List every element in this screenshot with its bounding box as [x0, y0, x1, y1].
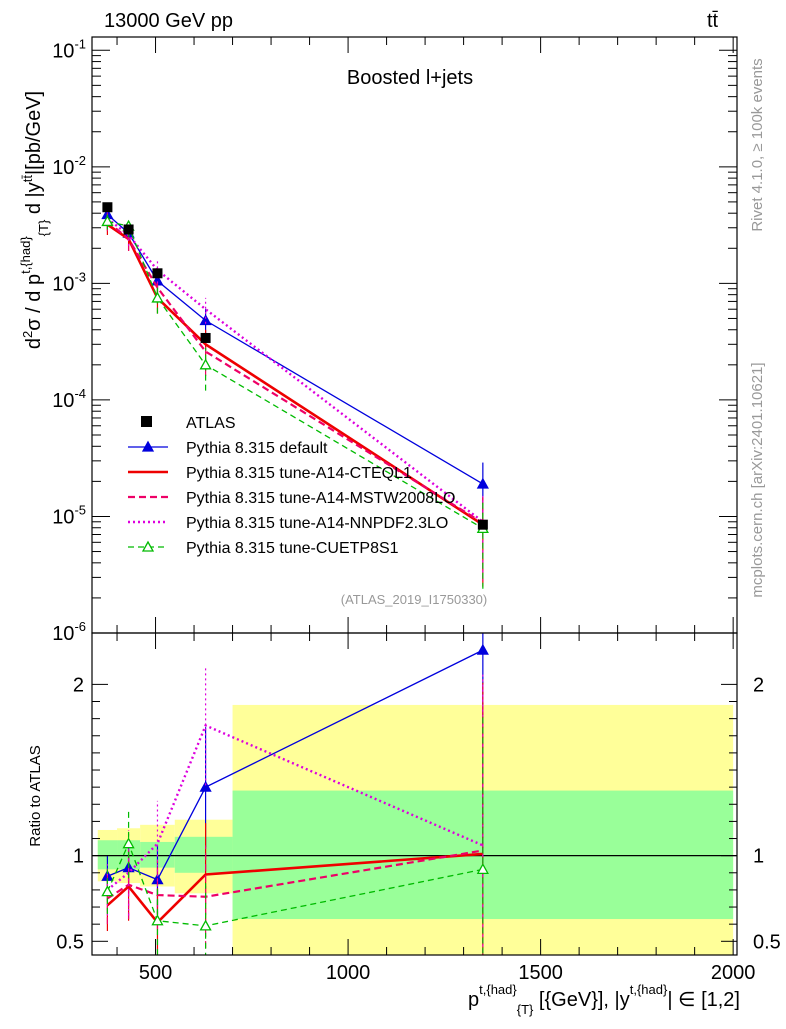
uncertainty-band-inner: [97, 840, 118, 870]
main-ylabel-units: |[pb/GeV]: [23, 91, 45, 175]
xlabel-units: [{GeV}], |y: [533, 989, 629, 1011]
ratio-point-cuetp8s1: [122, 837, 135, 849]
legend-marker-cuetp8s1: [141, 540, 155, 552]
ratio-point-default: [476, 643, 489, 655]
point-atlas: [477, 519, 488, 530]
main-ylabel: d2σ / d pt,{had}{T} d |ytt̄|[pb/GeV]: [18, 91, 51, 349]
main-ylabel-d2sigma: d: [23, 338, 45, 349]
point-atlas: [102, 202, 113, 213]
main-ylabel-sup-2: 2: [20, 331, 35, 338]
point-cuetp8s1: [101, 215, 114, 227]
point-cuetp8s1: [151, 291, 164, 303]
xlabel-sup-had: t,{had}: [479, 982, 517, 997]
xlabel-p: p: [468, 989, 479, 1011]
ratio-ytick-label: 1: [73, 846, 84, 868]
legend-label-cteql1: Pythia 8.315 tune-A14-CTEQL1: [186, 465, 412, 482]
point-atlas: [200, 332, 211, 343]
legend-label-nnpdf: Pythia 8.315 tune-A14-NNPDF2.3LO: [186, 515, 448, 532]
main-ytick-label: 10-6: [52, 619, 86, 645]
ratio-frame: [91, 632, 738, 956]
ratio-xlabel: pt,{had}{T} [{GeV}], |yt,{had}| ∈ [1,2]: [468, 982, 740, 1017]
main-ytick-label: 10-2: [52, 153, 86, 179]
main-ytick-exp: -4: [74, 386, 86, 401]
main-ylabel-sup-tt: tt̄: [20, 175, 35, 183]
main-ytick-base: 10: [52, 273, 74, 295]
point-default: [199, 314, 212, 326]
ratio-ylabel: Ratio to ATLAS: [27, 745, 44, 846]
uncertainty-band-inner: [174, 836, 233, 873]
main-ytick-label: 10-5: [52, 502, 86, 528]
energy-label: 13000 GeV pp: [104, 10, 233, 32]
main-ytick-label: 10-3: [52, 269, 86, 295]
ratio-line-nnpdf: [106, 723, 484, 891]
ratio-point-cuetp8s1: [101, 885, 114, 897]
main-ytick-base: 10: [52, 40, 74, 62]
legend-marker-atlas: [141, 416, 152, 427]
ratio-ytick-label: 0.5: [56, 931, 84, 953]
main-ytick-exp: -3: [74, 269, 86, 284]
legend-label-cuetp8s1: Pythia 8.315 tune-CUETP8S1: [186, 540, 399, 557]
main-ylabel-dy: d |y: [23, 182, 45, 219]
main-ytick-base: 10: [52, 506, 74, 528]
legend-label-mstw: Pythia 8.315 tune-A14-MSTW2008LO: [186, 490, 455, 507]
analysis-id: (ATLAS_2019_I1750330): [341, 592, 487, 607]
ratio-ytick-label-right: 2: [753, 674, 764, 696]
main-ytick-label: 10-4: [52, 386, 86, 412]
xlabel-sup-had2: t,{had}: [630, 982, 668, 997]
main-ytick-base: 10: [52, 623, 74, 645]
xlabel-range: | ∈ [1,2]: [667, 989, 740, 1011]
point-default: [476, 477, 489, 489]
main-panel: 10-610-510-410-310-210-1: [52, 36, 738, 645]
ratio-content: [92, 633, 737, 955]
main-ylabel-sigma: σ / d p: [23, 274, 45, 331]
series-line-nnpdf: [106, 217, 484, 523]
series-line-cuetp8s1: [107, 220, 484, 529]
ratio-ytick-label: 2: [73, 674, 84, 696]
ratio-xtick-label: 2000: [711, 962, 756, 984]
ratio-point-cuetp8s1: [199, 919, 212, 931]
legend-marker-default: [141, 440, 155, 452]
mcplots-credit: mcplots.cern.ch [arXiv:2401.10621]: [749, 362, 766, 597]
main-ytick-label: 10-1: [52, 36, 86, 62]
ratio-xtick-label: 1000: [326, 962, 371, 984]
point-atlas: [123, 224, 134, 235]
main-ytick-exp: -1: [74, 36, 86, 51]
point-atlas: [152, 268, 163, 279]
ratio-point-default: [199, 780, 212, 792]
legend-label-atlas: ATLAS: [186, 415, 236, 432]
ratio-panel: 0.5 0.5 1 1 2 2 500 1000 1500 2000: [56, 632, 781, 984]
main-ytick-exp: -6: [74, 619, 86, 634]
ratio-xtick-label: 1500: [518, 962, 563, 984]
plot-title: Boosted l+jets: [347, 67, 473, 89]
process-label: tt̄: [707, 10, 719, 32]
xlabel-sub-t: {T}: [517, 1002, 534, 1017]
main-ytick-exp: -5: [74, 502, 86, 517]
ratio-point-cuetp8s1: [151, 914, 164, 926]
legend: ATLAS Pythia 8.315 default Pythia 8.315 tu…: [128, 415, 455, 557]
ratio-xtick-label: 500: [139, 962, 172, 984]
main-ytick-exp: -2: [74, 153, 86, 168]
legend-label-default: Pythia 8.315 default: [186, 440, 328, 457]
rivet-version: Rivet 4.1.0, ≥ 100k events: [749, 58, 766, 231]
main-ytick-base: 10: [52, 390, 74, 412]
ratio-point-cuetp8s1: [476, 863, 489, 875]
point-cuetp8s1: [199, 358, 212, 370]
main-ytick-base: 10: [52, 157, 74, 179]
main-ylabel-sub-t: {T}: [36, 219, 51, 236]
ratio-ytick-label-right: 1: [753, 846, 764, 868]
ratio-ytick-label-right: 0.5: [753, 931, 781, 953]
main-ylabel-sup-had: t,{had}: [18, 236, 33, 274]
